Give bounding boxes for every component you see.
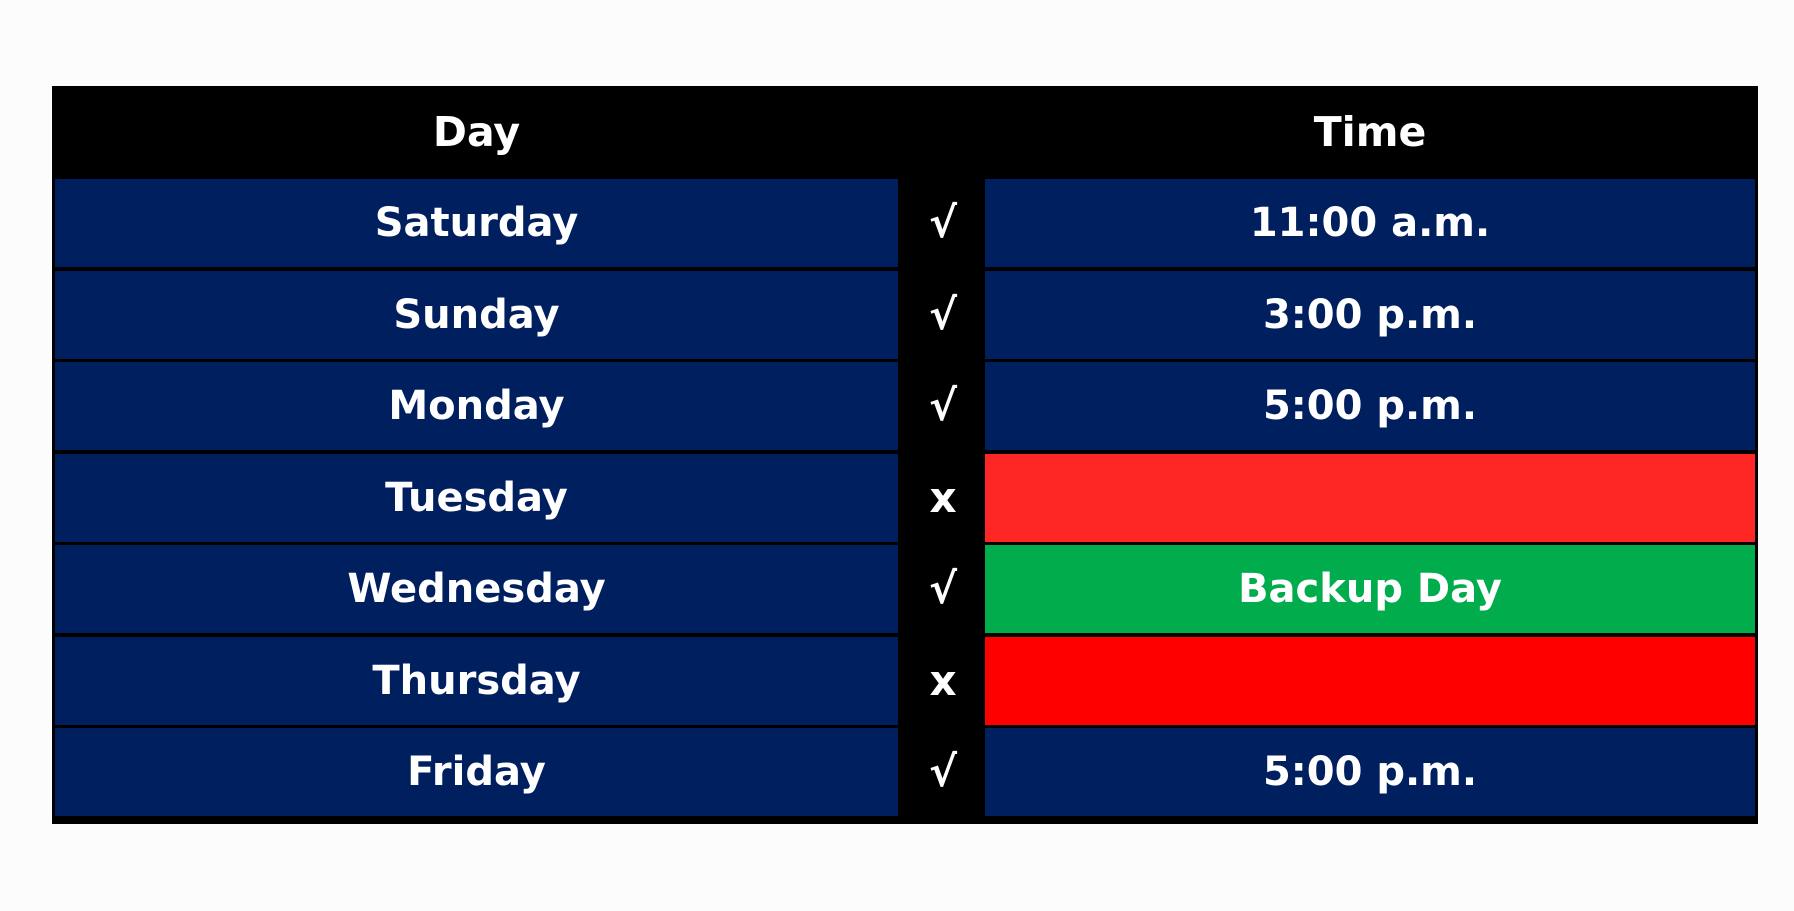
time-cell: 5:00 p.m. (985, 728, 1755, 816)
status-mark: √ (902, 179, 984, 267)
unavailable-time-cell (985, 453, 1755, 542)
time-cell: 3:00 p.m. (985, 270, 1755, 359)
table-row-monday: Monday √ 5:00 p.m. (52, 362, 1758, 454)
unavailable-time-cell (985, 636, 1755, 725)
time-column-header: Time (1313, 108, 1427, 156)
table-row-friday: Friday √ 5:00 p.m. (52, 728, 1758, 820)
status-mark: √ (902, 270, 984, 359)
table-row-tuesday: Tuesday x (52, 453, 1758, 546)
table-row-saturday: Saturday √ 11:00 a.m. (52, 179, 1758, 271)
day-cell: Saturday (55, 179, 898, 267)
day-cell: Sunday (55, 270, 898, 359)
time-cell: 11:00 a.m. (985, 179, 1755, 267)
day-cell: Tuesday (55, 453, 898, 542)
status-mark: x (902, 636, 984, 725)
table-row-sunday: Sunday √ 3:00 p.m. (52, 270, 1758, 363)
header-row: Day Time (52, 86, 1758, 179)
day-column-header: Day (432, 108, 521, 156)
day-cell: Wednesday (55, 545, 898, 633)
backup-day-cell: Backup Day (985, 545, 1755, 633)
schedule-table: Day Time Saturday √ 11:00 a.m. Sunday √ … (52, 86, 1758, 824)
status-mark: √ (902, 545, 984, 633)
day-cell: Monday (55, 362, 898, 450)
table-row-wednesday: Wednesday √ Backup Day (52, 545, 1758, 637)
status-mark: √ (902, 728, 984, 816)
table-row-thursday: Thursday x (52, 636, 1758, 729)
day-cell: Thursday (55, 636, 898, 725)
status-mark: x (902, 453, 984, 542)
status-column-header (902, 86, 984, 179)
status-mark: √ (902, 362, 984, 450)
time-cell: 5:00 p.m. (985, 362, 1755, 450)
day-cell: Friday (55, 728, 898, 816)
